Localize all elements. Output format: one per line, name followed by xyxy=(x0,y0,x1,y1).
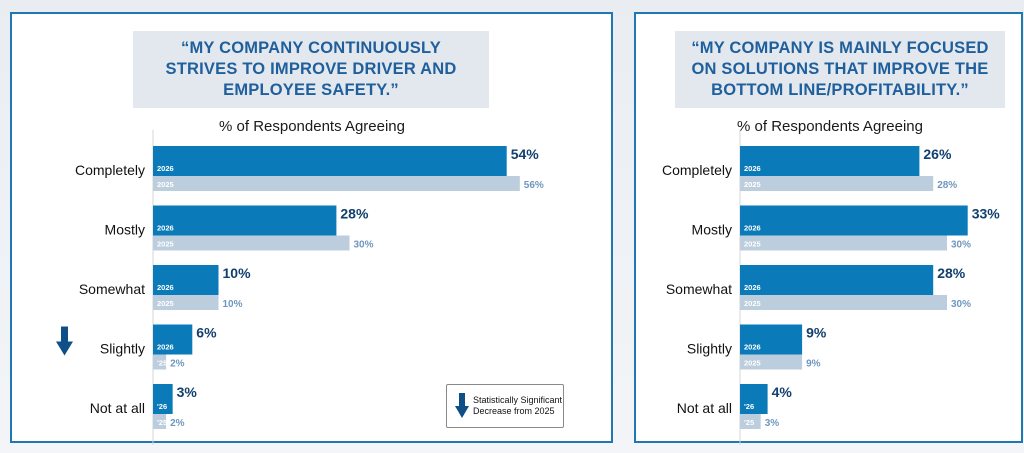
data-label-2025: 30% xyxy=(354,240,374,251)
legend-label: Statistically Significant Decrease from … xyxy=(473,395,563,416)
chart-title-line: “MY COMPANY IS MAINLY FOCUSED xyxy=(691,39,989,57)
series-label-2025: 2025 xyxy=(744,359,761,368)
chart-title: “MY COMPANY CONTINUOUSLY STRIVES TO IMPR… xyxy=(133,31,489,108)
bar-chart-safety: Completely 2026 2025 54% 56% Mostly 2026 2025 28… xyxy=(56,130,544,445)
bar-2026 xyxy=(740,205,968,236)
chart-title-line: ON SOLUTIONS THAT IMPROVE THE xyxy=(691,60,989,78)
series-label-2026: '26 xyxy=(744,402,754,411)
bar-2025 xyxy=(740,235,947,251)
bar-2026 xyxy=(153,384,173,414)
series-label-2026: 2026 xyxy=(744,164,761,173)
data-label-2026: 33% xyxy=(972,206,1001,222)
series-label-2025: 2025 xyxy=(157,240,174,249)
bar-2025 xyxy=(740,414,761,429)
data-label-2026: 28% xyxy=(340,206,369,222)
chart-title-line: BOTTOM LINE/PROFITABILITY.” xyxy=(711,81,969,99)
data-label-2026: 9% xyxy=(806,325,827,341)
series-label-2025: '25 xyxy=(157,359,167,368)
data-label-2025: 30% xyxy=(951,299,971,310)
bar-chart-profitability: Completely 2026 2025 26% 28% Mostly 2026 2025 33… xyxy=(662,130,1001,445)
chart-title-line: EMPLOYEE SAFETY.” xyxy=(223,81,399,99)
data-label-2025: 10% xyxy=(223,299,243,310)
bar-2026 xyxy=(740,324,803,355)
down-arrow-shaft xyxy=(61,326,68,344)
category-label: Mostly xyxy=(105,222,145,238)
series-label-2025: 2025 xyxy=(157,299,174,308)
series-label-2026: '26 xyxy=(157,402,167,411)
bar-2026 xyxy=(153,205,337,236)
down-arrow-icon xyxy=(56,326,73,356)
bar-2026 xyxy=(740,384,768,414)
category-label: Not at all xyxy=(90,400,145,416)
category-label: Completely xyxy=(662,162,732,178)
series-label-2026: 2026 xyxy=(744,224,761,233)
series-label-2025: '25 xyxy=(744,418,754,427)
category-label: Mostly xyxy=(692,222,732,238)
data-label-2025: 2% xyxy=(170,418,185,429)
series-label-2025: 2025 xyxy=(744,240,761,249)
down-arrow-icon xyxy=(455,393,469,418)
bar-2026 xyxy=(153,324,193,355)
series-label-2026: 2026 xyxy=(744,343,761,352)
bar-2025 xyxy=(153,414,167,429)
chart-title-line: “MY COMPANY CONTINUOUSLY xyxy=(181,39,441,57)
chart-subtitle: % of Respondents Agreeing xyxy=(219,118,405,135)
series-label-2025: '25 xyxy=(157,418,167,427)
series-label-2025: 2025 xyxy=(157,180,174,189)
category-label: Somewhat xyxy=(79,281,145,297)
data-label-2026: 54% xyxy=(511,146,540,162)
series-label-2026: 2026 xyxy=(157,343,174,352)
chart-subtitle: % of Respondents Agreeing xyxy=(737,118,923,135)
bar-2026 xyxy=(153,265,219,295)
bar-2025 xyxy=(740,354,803,370)
category-label: Somewhat xyxy=(666,281,732,297)
series-label-2026: 2026 xyxy=(157,283,174,292)
chart-title-line: STRIVES TO IMPROVE DRIVER AND xyxy=(165,60,457,78)
chart-panel-safety: “MY COMPANY CONTINUOUSLY STRIVES TO IMPR… xyxy=(10,12,613,445)
category-label: Slightly xyxy=(687,341,732,357)
data-label-2026: 26% xyxy=(923,146,952,162)
bar-2025 xyxy=(153,295,219,310)
bar-2025 xyxy=(153,354,167,370)
bar-2025 xyxy=(740,176,934,191)
data-label-2026: 10% xyxy=(223,265,252,281)
chart-title: “MY COMPANY IS MAINLY FOCUSED ON SOLUTIO… xyxy=(675,31,1005,108)
data-label-2025: 56% xyxy=(524,180,544,191)
data-label-2025: 2% xyxy=(170,359,185,370)
data-label-2025: 3% xyxy=(765,418,780,429)
bar-2025 xyxy=(153,176,520,191)
data-label-2026: 4% xyxy=(772,384,793,400)
legend: Statistically Significant Decrease from … xyxy=(446,384,564,428)
data-label-2025: 28% xyxy=(937,180,957,191)
data-label-2026: 6% xyxy=(196,325,217,341)
series-label-2025: 2025 xyxy=(744,299,761,308)
bar-2025 xyxy=(153,235,350,251)
chart-panel-profitability: “MY COMPANY IS MAINLY FOCUSED ON SOLUTIO… xyxy=(634,12,1023,445)
bar-2025 xyxy=(740,295,947,310)
category-label: Not at all xyxy=(677,400,732,416)
data-label-2026: 3% xyxy=(177,384,198,400)
series-label-2026: 2026 xyxy=(157,164,174,173)
series-label-2026: 2026 xyxy=(744,283,761,292)
data-label-2025: 30% xyxy=(951,240,971,251)
category-label: Slightly xyxy=(100,341,145,357)
data-label-2026: 28% xyxy=(937,265,966,281)
bar-2026 xyxy=(740,265,934,295)
bar-2026 xyxy=(153,146,507,176)
series-label-2025: 2025 xyxy=(744,180,761,189)
series-label-2026: 2026 xyxy=(157,224,174,233)
data-label-2025: 9% xyxy=(806,359,821,370)
category-label: Completely xyxy=(75,162,145,178)
bar-2026 xyxy=(740,146,920,176)
down-arrow-head xyxy=(56,341,73,356)
